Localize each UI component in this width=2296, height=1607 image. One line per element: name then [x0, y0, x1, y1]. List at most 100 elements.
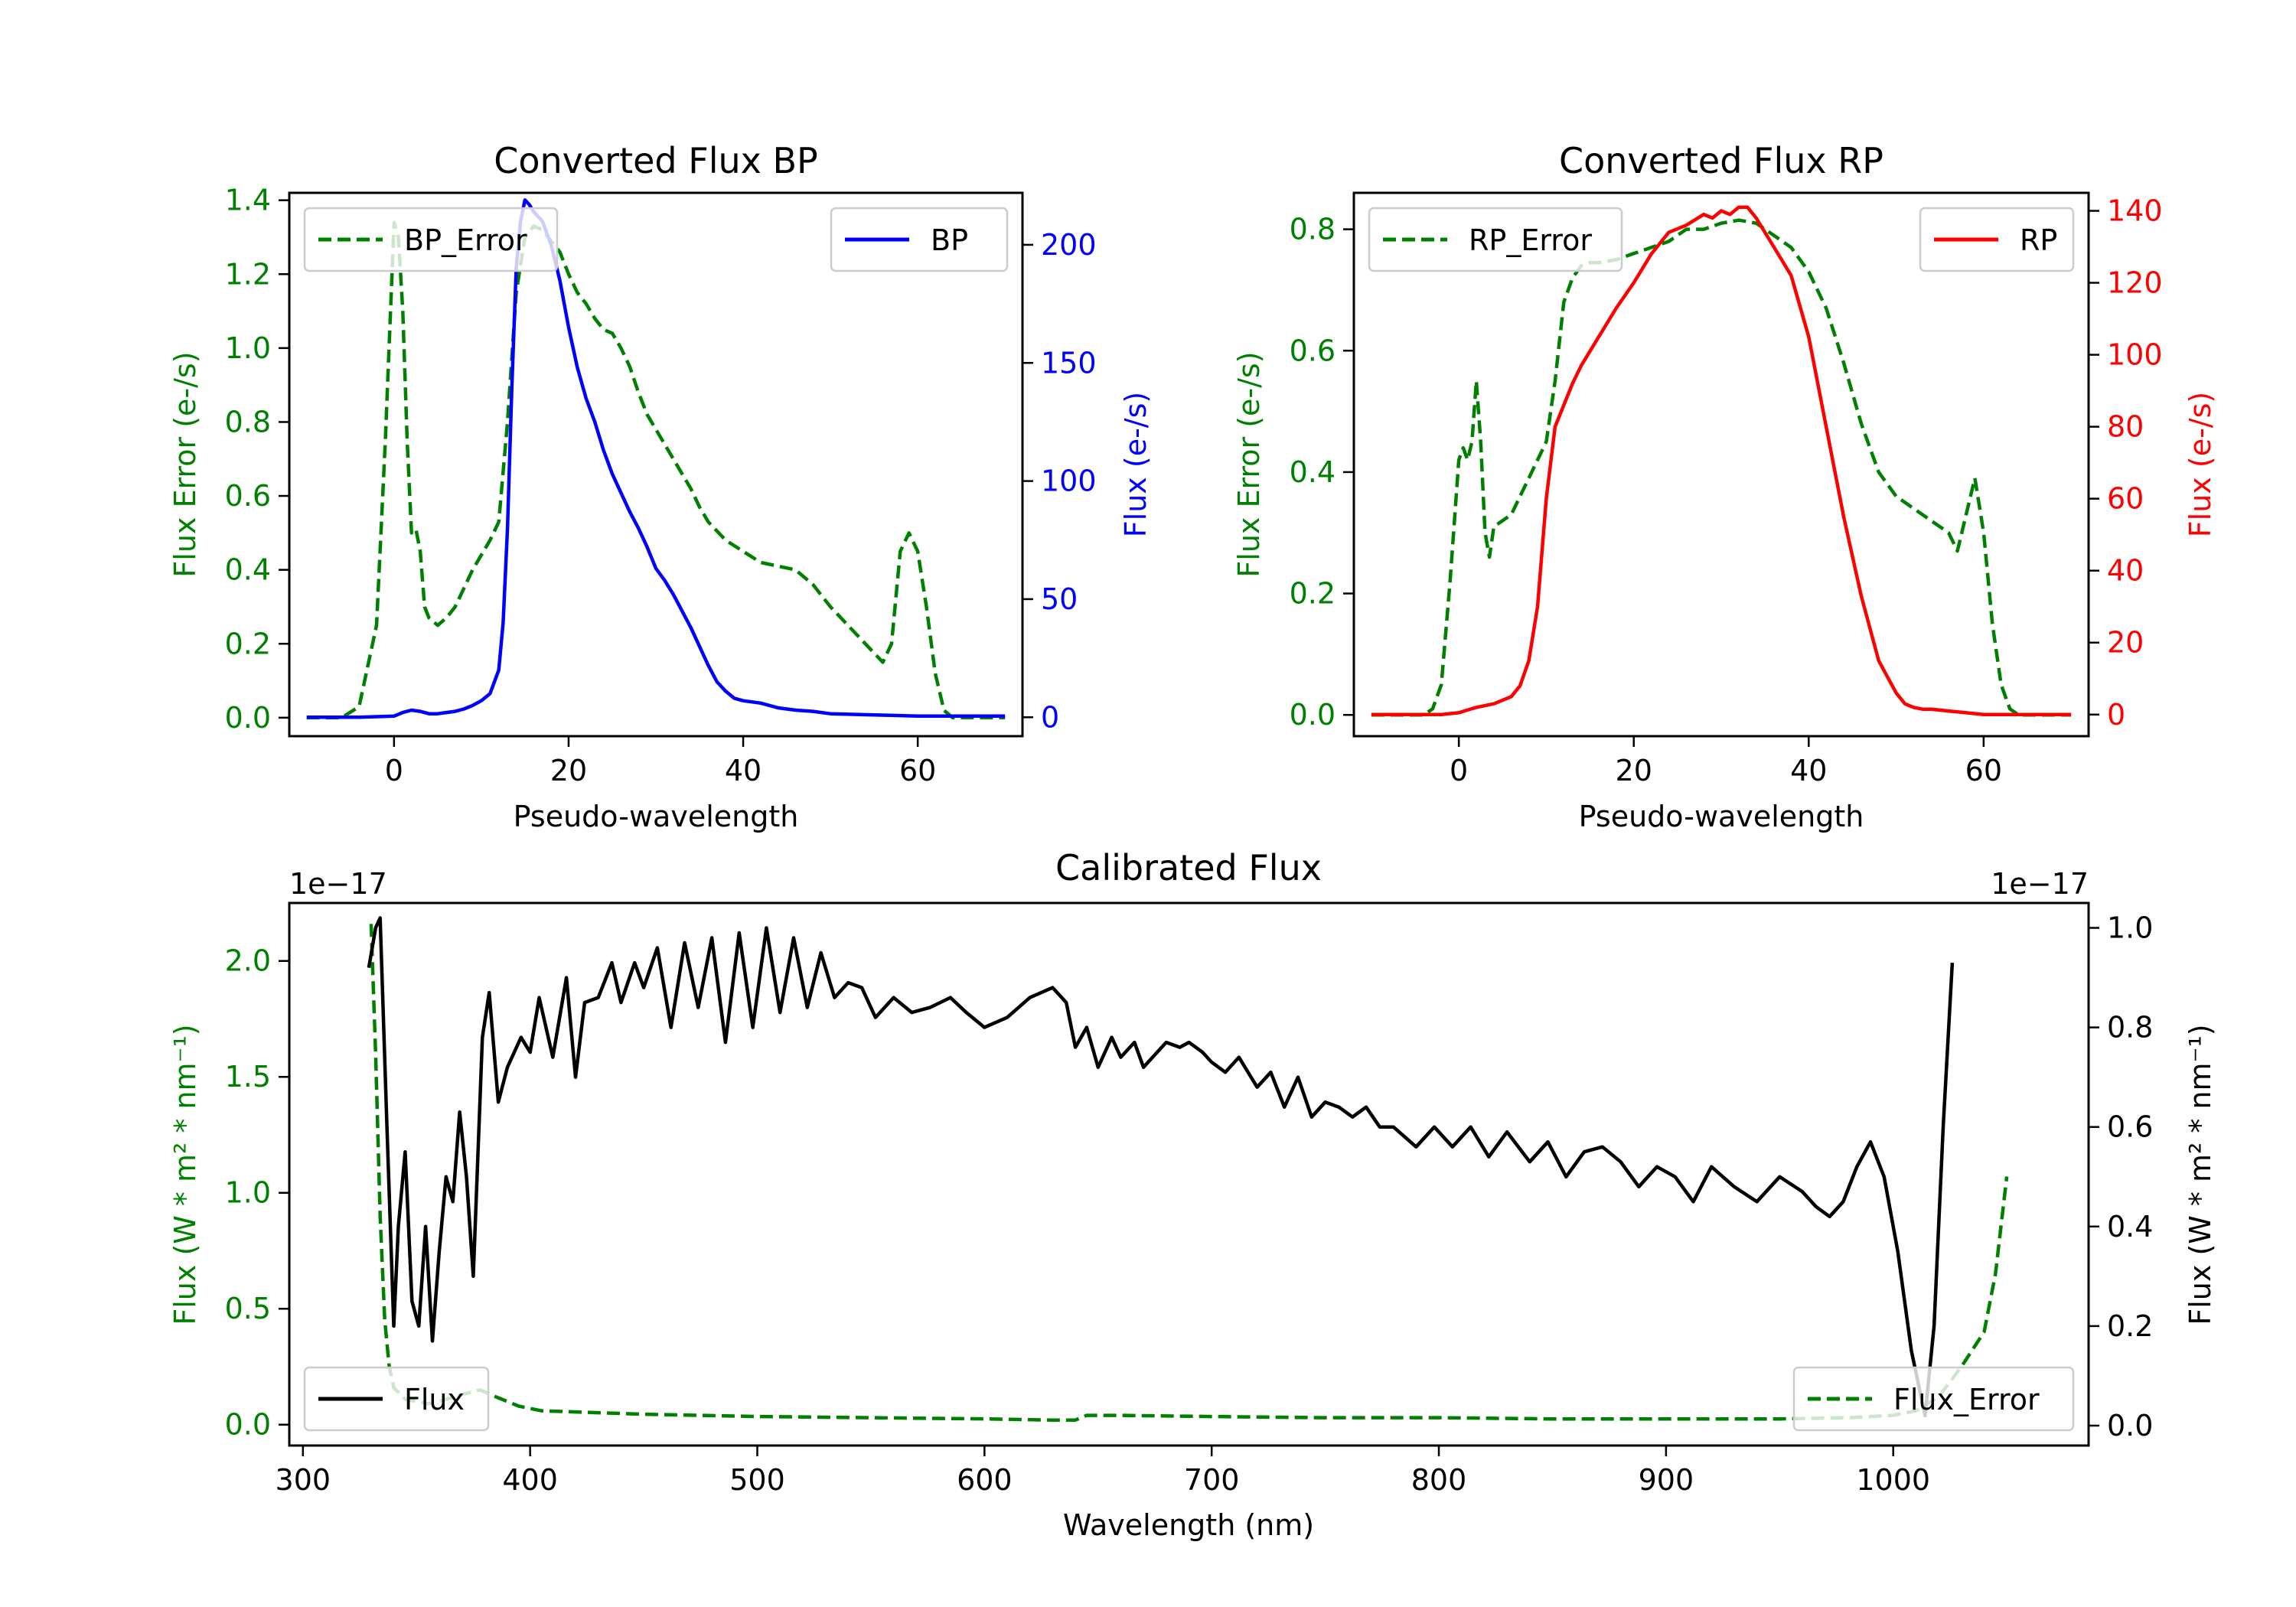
legend-label: BP_Error — [404, 223, 527, 257]
x-tick-label: 900 — [1639, 1463, 1694, 1497]
x-tick-label: 20 — [1616, 754, 1652, 787]
legend-rp: RP — [1919, 207, 2075, 272]
legend-box — [830, 207, 1009, 272]
offset-text-left: 1e−17 — [289, 867, 387, 901]
panel-calibrated-flux: Calibrated Flux 1e−17 1e−17 300 400 500 600… — [168, 847, 2217, 1542]
y-left-tick-label: 0.6 — [1290, 334, 1336, 367]
y-left-tick-label: 0.6 — [225, 479, 271, 513]
legend-label: BP — [931, 223, 968, 257]
y-right-tick-label: 200 — [1041, 228, 1097, 262]
legend-box — [303, 1366, 490, 1432]
legend-box — [303, 207, 559, 272]
series-group — [306, 198, 1006, 720]
series-line-rp — [1371, 205, 2072, 717]
series-group — [1371, 205, 2072, 717]
y-right-tick-label: 100 — [2107, 338, 2163, 372]
legend-flux-error: Flux_Error — [1792, 1366, 2075, 1432]
x-tick-label: 300 — [276, 1463, 331, 1497]
legend-label: RP_Error — [1469, 223, 1592, 257]
chart-title: Converted Flux RP — [1559, 140, 1883, 181]
x-tick-label: 60 — [1965, 754, 2002, 787]
y-axis-right-label: Flux (e-/s) — [2183, 392, 2217, 537]
legend-bp-error: BP_Error — [303, 207, 559, 272]
y-left-tick-label: 0.0 — [1290, 698, 1336, 732]
y-left-tick-label: 1.5 — [225, 1060, 271, 1094]
y-left-tick-label: 0.0 — [225, 701, 271, 735]
axes-frame — [1352, 191, 2090, 738]
y-right-tick-label: 40 — [2107, 554, 2144, 588]
y-axis-left-label: Flux Error (e-/s) — [168, 351, 202, 577]
y-right-tick-label: 0.2 — [2107, 1309, 2153, 1343]
x-tick-label: 20 — [550, 754, 587, 787]
legend-label: RP — [2020, 223, 2057, 257]
y-right-tick-label: 0.0 — [2107, 1409, 2153, 1442]
y-right-tick-label: 0 — [2107, 698, 2125, 732]
plot-area: 300 400 500 600 700 800 900 1000 0.0 0.5 1.0 1.5 2.0… — [225, 901, 2153, 1497]
x-tick-label: 40 — [1790, 754, 1827, 787]
legend-rp-error: RP_Error — [1368, 207, 1623, 272]
plot-area: 0 20 40 60 0.0 0.2 0.4 0.6 0.8 0 20 40 60 80 100 120 140… — [1290, 191, 2163, 787]
x-tick-label: 1000 — [1856, 1463, 1930, 1497]
y-right-tick-label: 0.8 — [2107, 1011, 2153, 1045]
y-left-tick-label: 0.2 — [225, 627, 271, 660]
y-right-tick-label: 20 — [2107, 626, 2144, 660]
plot-area: 0 20 40 60 0.0 0.2 0.4 0.6 0.8 1.0 1.2 1.4 0 50 100 150… — [225, 184, 1097, 787]
x-tick-label: 600 — [957, 1463, 1013, 1497]
legend-box — [1368, 207, 1623, 272]
x-axis-label: Pseudo-wavelength — [1579, 800, 1864, 833]
y-right-tick-label: 150 — [1041, 346, 1097, 380]
y-axis-right-label: Flux (W * m² * nm⁻¹) — [2183, 1024, 2217, 1325]
y-axis-left-label: Flux (W * m² * nm⁻¹) — [168, 1024, 202, 1325]
legend-bp: BP — [830, 207, 1009, 272]
chart-title: Converted Flux BP — [494, 140, 818, 181]
y-left-tick-label: 0.8 — [225, 405, 271, 438]
legend-label: Flux — [404, 1383, 465, 1416]
series-line-bp-error — [306, 220, 1006, 720]
y-left-tick-label: 0.0 — [225, 1408, 271, 1442]
y-left-tick-label: 0.8 — [1290, 213, 1336, 246]
x-tick-label: 40 — [725, 754, 762, 787]
y-left-tick-label: 0.4 — [1290, 455, 1336, 489]
y-right-tick-label: 100 — [1041, 464, 1097, 498]
y-left-tick-label: 1.0 — [225, 331, 271, 365]
y-right-tick-label: 0.4 — [2107, 1210, 2153, 1244]
x-tick-label: 500 — [729, 1463, 785, 1497]
x-tick-label: 0 — [385, 754, 403, 787]
y-axis-right-label: Flux (e-/s) — [1119, 392, 1153, 537]
y-right-tick-label: 80 — [2107, 410, 2144, 444]
x-tick-label: 700 — [1184, 1463, 1240, 1497]
y-right-tick-label: 140 — [2107, 194, 2163, 228]
y-right-tick-label: 60 — [2107, 482, 2144, 516]
y-left-tick-label: 1.2 — [225, 257, 271, 291]
offset-text-right: 1e−17 — [1991, 867, 2089, 901]
chart-title: Calibrated Flux — [1055, 847, 1322, 888]
x-tick-label: 800 — [1411, 1463, 1467, 1497]
axes-frame — [288, 191, 1024, 738]
y-left-tick-label: 0.2 — [1290, 577, 1336, 611]
y-right-tick-label: 0 — [1041, 700, 1059, 734]
panel-converted-flux-bp: Converted Flux BP 0 20 40 60 0.0 0.2 0.4 0.6 0.8… — [168, 140, 1153, 833]
y-left-tick-label: 0.4 — [225, 553, 271, 587]
y-left-tick-label: 1.4 — [225, 184, 271, 217]
x-axis-label: Wavelength (nm) — [1063, 1508, 1314, 1542]
series-line-flux — [367, 916, 1955, 1418]
axes-frame — [288, 901, 2090, 1447]
y-left-tick-label: 0.5 — [225, 1292, 271, 1325]
y-left-tick-label: 2.0 — [225, 944, 271, 978]
legend-flux: Flux — [303, 1366, 490, 1432]
legend-label: Flux_Error — [1893, 1383, 2040, 1416]
legend-box — [1792, 1366, 2075, 1432]
x-tick-label: 400 — [502, 1463, 558, 1497]
panel-converted-flux-rp: Converted Flux RP 0 20 40 60 0.0 0.2 0.4 0.6 0.8… — [1232, 140, 2217, 833]
y-right-tick-label: 1.0 — [2107, 911, 2153, 945]
series-line-bp — [306, 198, 1006, 719]
y-right-tick-label: 120 — [2107, 266, 2163, 300]
y-axis-left-label: Flux Error (e-/s) — [1232, 351, 1266, 577]
series-line-rp-error — [1371, 218, 2072, 717]
x-tick-label: 0 — [1450, 754, 1468, 787]
y-right-tick-label: 50 — [1041, 582, 1078, 616]
x-tick-label: 60 — [899, 754, 936, 787]
y-right-tick-label: 0.6 — [2107, 1110, 2153, 1144]
x-axis-label: Pseudo-wavelength — [514, 800, 799, 833]
